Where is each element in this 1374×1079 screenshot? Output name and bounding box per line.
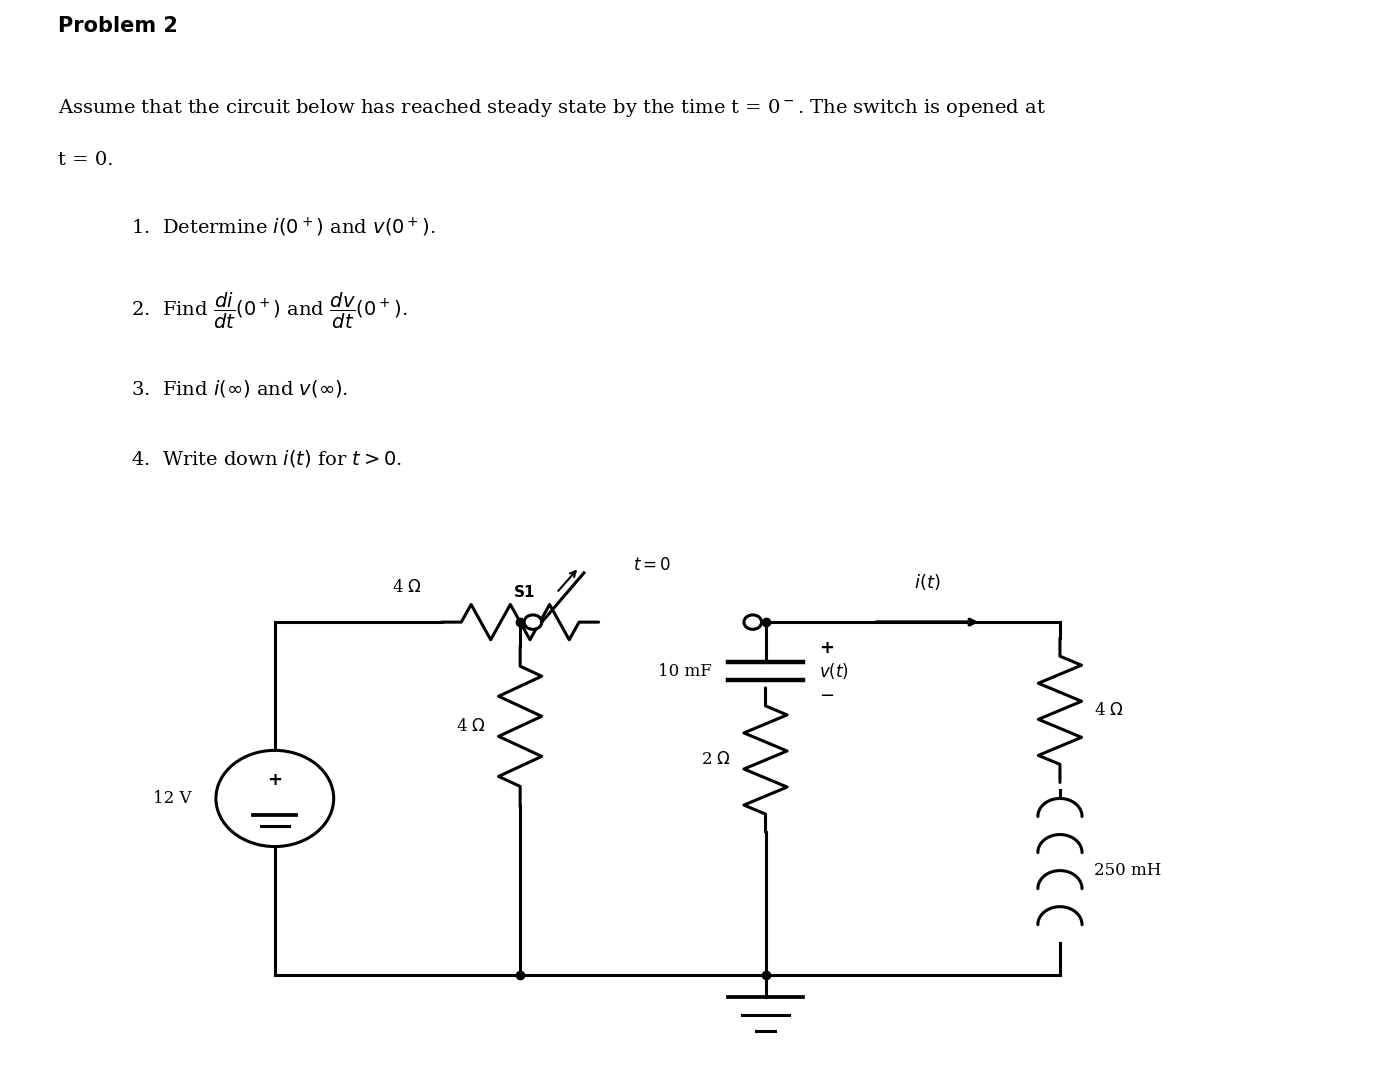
Text: 4 $\Omega$: 4 $\Omega$ xyxy=(456,718,486,735)
Text: 4 $\Omega$: 4 $\Omega$ xyxy=(393,579,422,597)
Text: Assume that the circuit below has reached steady state by the time t = 0$^-$. Th: Assume that the circuit below has reache… xyxy=(58,97,1046,119)
Text: 3.  Find $i(\infty)$ and $v(\infty)$.: 3. Find $i(\infty)$ and $v(\infty)$. xyxy=(131,378,348,398)
Text: $-$: $-$ xyxy=(819,685,834,704)
Text: Problem 2: Problem 2 xyxy=(58,16,177,37)
Text: $i(t)$: $i(t)$ xyxy=(914,572,941,591)
Text: 12 V: 12 V xyxy=(153,790,191,807)
Text: $t = 0$: $t = 0$ xyxy=(633,557,672,574)
Text: t = 0.: t = 0. xyxy=(58,151,113,169)
Text: +: + xyxy=(819,639,834,657)
Text: 4 $\Omega$: 4 $\Omega$ xyxy=(1094,701,1124,719)
Text: 250 mH: 250 mH xyxy=(1094,862,1161,879)
Text: $v(t)$: $v(t)$ xyxy=(819,661,849,681)
Text: S1: S1 xyxy=(514,585,536,600)
Circle shape xyxy=(523,615,541,629)
Text: 2.  Find $\dfrac{di}{dt}(0^+)$ and $\dfrac{dv}{dt}(0^+)$.: 2. Find $\dfrac{di}{dt}(0^+)$ and $\dfra… xyxy=(131,291,407,331)
Text: +: + xyxy=(268,771,282,789)
Text: 1.  Determine $i(0^+)$ and $v(0^+)$.: 1. Determine $i(0^+)$ and $v(0^+)$. xyxy=(131,216,436,240)
Circle shape xyxy=(743,615,761,629)
Text: 4.  Write down $i(t)$ for $t > 0$.: 4. Write down $i(t)$ for $t > 0$. xyxy=(131,448,401,468)
Text: 10 mF: 10 mF xyxy=(658,663,712,680)
Text: 2 $\Omega$: 2 $\Omega$ xyxy=(701,751,731,768)
